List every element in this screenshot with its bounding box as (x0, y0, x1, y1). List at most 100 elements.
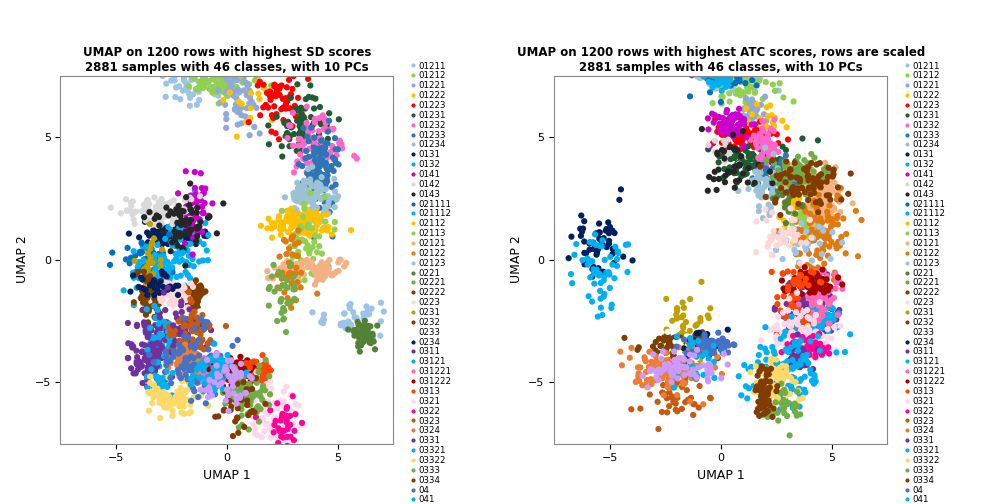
Point (778, 219, 794, 227)
Point (202, 389, 218, 397)
Point (282, 263, 298, 271)
Point (811, 171, 828, 179)
Point (602, 284, 618, 292)
Point (759, 60, 775, 69)
Point (756, 405, 772, 413)
Point (190, 196, 206, 204)
Point (173, 374, 190, 382)
Point (668, 381, 684, 389)
Point (163, 317, 179, 325)
Point (705, 79, 721, 87)
Point (296, 226, 312, 234)
Point (176, 77, 193, 85)
Point (758, 216, 774, 224)
Point (682, 350, 699, 358)
Point (823, 286, 839, 294)
Point (152, 317, 168, 325)
Point (707, 78, 723, 86)
Point (732, 145, 748, 153)
Point (243, 385, 259, 393)
Point (294, 219, 310, 227)
Point (783, 174, 799, 182)
Point (697, 340, 713, 348)
Point (294, 419, 310, 427)
Point (239, 400, 255, 408)
Point (712, 67, 728, 75)
Point (308, 212, 325, 220)
Point (167, 329, 183, 337)
Point (204, 392, 220, 400)
Point (265, 428, 281, 436)
Point (312, 182, 329, 190)
Point (268, 427, 284, 435)
Point (158, 204, 174, 212)
Point (742, 101, 758, 109)
Point (794, 344, 810, 352)
Point (812, 307, 829, 316)
Point (158, 322, 174, 330)
Point (806, 312, 823, 321)
Point (311, 232, 328, 240)
Point (763, 365, 779, 373)
Point (701, 352, 717, 360)
Point (769, 176, 785, 184)
Point (343, 321, 359, 329)
Point (163, 304, 179, 312)
Point (246, 368, 262, 376)
Point (791, 191, 807, 199)
Point (794, 163, 810, 171)
Point (181, 284, 198, 292)
Point (291, 132, 307, 140)
Point (204, 369, 220, 377)
Point (724, 75, 740, 83)
Point (785, 330, 801, 338)
Point (774, 226, 790, 234)
Point (230, 108, 246, 116)
Point (799, 261, 815, 269)
Point (706, 118, 722, 127)
Point (804, 182, 821, 190)
Point (280, 270, 296, 278)
Point (292, 422, 308, 430)
Point (295, 193, 311, 201)
Point (205, 386, 221, 394)
Point (149, 352, 165, 360)
Point (697, 331, 713, 339)
Point (761, 404, 777, 412)
Point (280, 118, 296, 126)
Point (825, 304, 841, 312)
Point (748, 123, 764, 131)
Point (180, 323, 197, 331)
Point (815, 298, 832, 306)
Point (811, 347, 828, 355)
Point (178, 293, 195, 301)
Point (688, 353, 705, 361)
Point (724, 72, 740, 80)
Point (713, 72, 729, 80)
Point (796, 315, 812, 323)
Point (677, 318, 694, 326)
Point (813, 351, 830, 359)
Point (777, 161, 793, 169)
Point (182, 296, 199, 304)
Point (139, 302, 155, 310)
Point (826, 316, 842, 324)
Point (764, 268, 780, 276)
Point (782, 346, 798, 354)
Point (181, 358, 198, 366)
Point (300, 137, 317, 145)
Point (140, 299, 156, 307)
Point (749, 408, 765, 416)
Point (750, 134, 766, 142)
Point (166, 400, 182, 408)
Point (172, 233, 188, 241)
Point (179, 318, 196, 326)
Point (753, 403, 769, 411)
Point (303, 269, 320, 277)
Point (778, 151, 794, 159)
Point (777, 287, 793, 295)
Point (661, 339, 677, 347)
Point (660, 366, 676, 374)
Point (681, 327, 698, 335)
Point (223, 389, 239, 397)
